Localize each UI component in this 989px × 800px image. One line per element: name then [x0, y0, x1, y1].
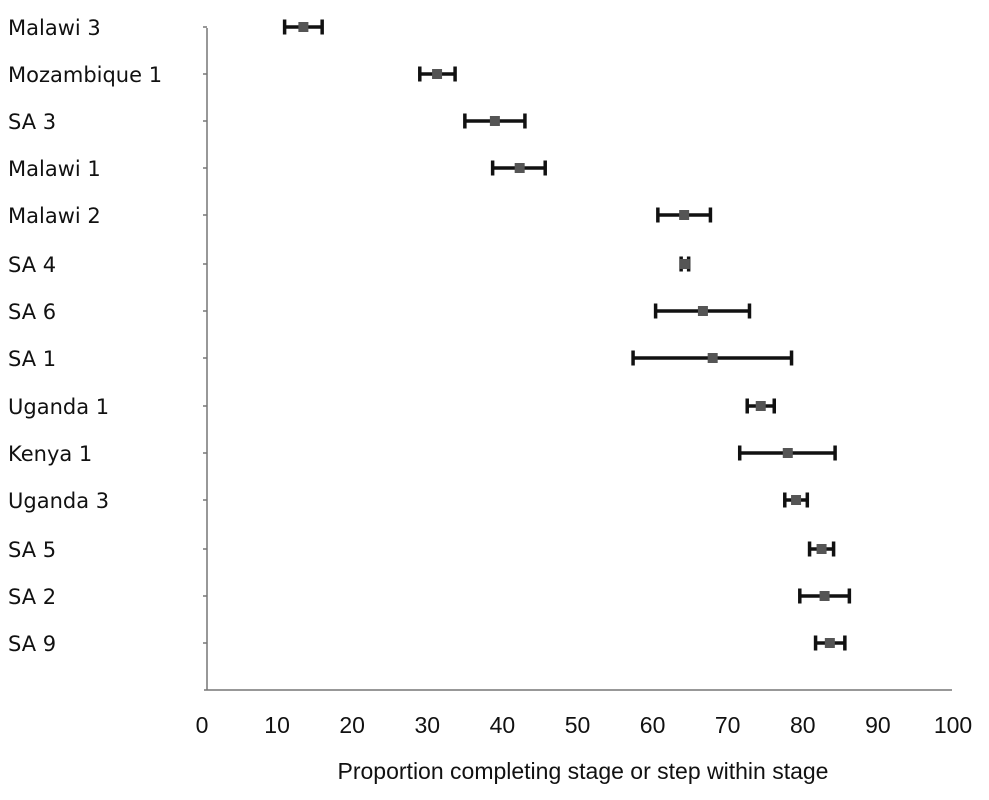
point-marker: [489, 116, 500, 126]
x-tick-label: 80: [790, 712, 816, 738]
x-tick-label: 70: [715, 712, 741, 738]
category-label: Mozambique 1: [8, 63, 162, 87]
point-marker: [707, 353, 718, 363]
category-label: Malawi 1: [8, 157, 101, 181]
category-label: SA 5: [8, 538, 56, 562]
x-tick-label: 30: [415, 712, 441, 738]
category-labels: Malawi 3 Mozambique 1 SA 3 Malawi 1 Malawi 2…: [8, 16, 162, 656]
point-marker: [782, 448, 793, 458]
x-tick-label: 50: [565, 712, 591, 738]
category-label: Malawi 3: [8, 16, 101, 40]
point-marker: [819, 591, 830, 601]
point-marker: [298, 22, 309, 32]
axes: [204, 28, 952, 691]
category-label: Malawi 2: [8, 204, 101, 228]
category-label: SA 9: [8, 632, 56, 656]
x-tick-label: 10: [264, 712, 290, 738]
error-bars: [282, 19, 852, 651]
x-tick-label: 0: [196, 712, 209, 738]
x-tick-label: 100: [934, 712, 972, 738]
x-tick-label: 20: [339, 712, 365, 738]
x-axis-title: Proportion completing stage or step with…: [338, 758, 829, 784]
category-label: SA 2: [8, 585, 56, 609]
category-label: Kenya 1: [8, 442, 92, 466]
point-marker: [816, 544, 827, 554]
point-marker: [514, 163, 525, 173]
point-marker: [432, 69, 443, 79]
point-marker: [755, 401, 766, 411]
x-tick-label: 40: [490, 712, 516, 738]
category-label: SA 1: [8, 347, 56, 371]
y-axis-ticks: [203, 26, 207, 644]
point-marker: [679, 259, 690, 269]
category-label: Uganda 3: [8, 489, 109, 513]
point-marker: [824, 638, 835, 648]
x-tick-label: 60: [640, 712, 666, 738]
x-tick-label: 90: [865, 712, 891, 738]
point-markers: [298, 22, 835, 648]
x-axis-tick-labels: 0 10 20 30 40 50 60 70 80 90 100: [196, 712, 973, 738]
point-marker: [791, 495, 802, 505]
category-label: SA 4: [8, 253, 56, 277]
category-label: Uganda 1: [8, 395, 109, 419]
point-marker: [697, 306, 708, 316]
point-marker: [679, 210, 690, 220]
category-label: SA 3: [8, 110, 56, 134]
category-label: SA 6: [8, 300, 56, 324]
